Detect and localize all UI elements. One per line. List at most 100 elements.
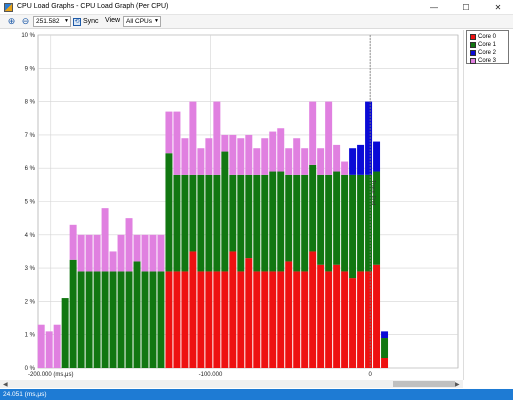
bar-core3 [325,101,333,175]
bar-core3 [341,161,349,175]
bar-core1 [349,174,357,279]
bar-core0 [229,251,237,368]
bar-core3 [293,138,301,175]
bar-core1 [341,174,349,272]
bar-core3 [173,111,181,175]
x-tick-label: -200.000 (ms,μs) [28,372,73,378]
bar-core1 [317,174,325,265]
sync-label: Sync [83,18,99,25]
bar-core3 [229,134,237,175]
bar-core3 [237,138,245,175]
close-button[interactable]: ✕ [494,3,502,12]
hscroll-track [0,380,463,388]
zoom-in-icon[interactable]: ⊕ [7,16,16,26]
y-tick-label: 4 % [25,233,36,239]
legend: Core 0 Core 1 Core 2 Core 3 [466,30,509,64]
bar-core1 [381,338,389,359]
bar-core3 [45,331,53,368]
bar-core3 [189,101,197,175]
sync-button[interactable]: ⟲ Sync [73,16,99,27]
bar-core1 [125,271,133,368]
x-tick-label: -100.000 [199,372,223,378]
cpu-select[interactable]: All CPUs ▼ [123,16,161,27]
bar-core0 [213,271,221,368]
cpu-select-value: All CPUs [126,18,153,25]
bar-core0 [205,271,213,368]
bar-core1 [325,174,333,272]
bar-core3 [333,144,341,172]
legend-swatch [470,41,476,48]
bar-core1 [269,171,277,272]
bar-core0 [261,271,269,368]
bar-core1 [77,271,85,368]
sync-icon: ⟲ [73,17,81,26]
bar-core1 [253,174,261,272]
bar-core0 [237,271,245,368]
bar-core3 [37,324,45,368]
bar-core1 [373,171,381,265]
minimize-button[interactable]: — [430,3,438,12]
chevron-down-icon: ▼ [64,18,69,24]
bar-core0 [165,271,173,368]
bar-core1 [141,271,149,368]
bar-core1 [213,174,221,272]
bar-core3 [253,148,261,175]
bar-core0 [181,271,189,368]
bar-core3 [181,138,189,175]
bar-core2 [373,141,381,172]
bar-core0 [333,264,341,368]
bar-core1 [277,171,285,272]
bar-core1 [93,271,101,368]
bar-core1 [333,171,341,265]
bar-core1 [205,174,213,272]
legend-item-core1: Core 1 [470,41,510,48]
bar-core3 [149,234,157,272]
bar-core3 [213,101,221,175]
legend-swatch [470,49,476,56]
bar-core1 [173,174,181,272]
bar-core3 [269,131,277,172]
bar-core1 [85,271,93,368]
bar-core3 [197,148,205,175]
status-text: 24.051 (ms,μs) [3,391,47,398]
bar-core1 [109,271,117,368]
bar-core1 [229,174,237,252]
bar-core3 [125,218,133,272]
scroll-left-icon: ◀ [3,382,8,388]
bar-core0 [341,271,349,368]
toolbar: ⊕ ⊖ 251.582 ▼ ⟲ Sync View All CPUs ▼ [0,15,513,29]
zoom-out-icon[interactable]: ⊖ [21,16,30,26]
bar-core3 [109,251,117,272]
bar-core0 [309,251,317,368]
bar-core0 [373,264,381,368]
legend-swatch [470,57,476,64]
y-tick-label: 0 % [25,366,36,372]
splitter[interactable] [463,30,464,380]
bar-core1 [301,174,309,272]
bar-core3 [309,101,317,165]
bar-core0 [221,271,229,368]
bar-core3 [165,111,173,154]
bar-core0 [253,271,261,368]
maximize-button[interactable]: ☐ [462,3,470,12]
window-title: CPU Load Graphs - CPU Load Graph (Per CP… [17,3,169,10]
bar-core0 [325,271,333,368]
bar-core0 [245,258,253,368]
y-tick-label: 1 % [25,333,36,339]
chart-area[interactable]: 0 % 1 % 2 % 3 % 4 % 5 % 6 % 7 % 8 % 9 % 10 % -200.0… [0,30,463,389]
bar-core0 [301,271,309,368]
bar-core2 [349,148,357,175]
bar-core3 [53,324,61,368]
hscroll-thumb [393,381,455,387]
cpu-load-chart[interactable]: 0 % 1 % 2 % 3 % 4 % 5 % 6 % 7 % 8 % 9 % 10 % -200.0… [0,30,463,389]
bar-core0 [357,271,365,368]
bar-core1 [237,174,245,272]
bar-core0 [277,271,285,368]
bar-core0 [293,271,301,368]
y-tick-label: 10 % [21,33,35,39]
view-button[interactable]: View [105,17,121,24]
zoom-field[interactable]: 251.582 ▼ [33,16,71,27]
bar-core0 [317,264,325,368]
legend-item-core2: Core 2 [470,49,510,56]
bar-core0 [349,278,357,368]
